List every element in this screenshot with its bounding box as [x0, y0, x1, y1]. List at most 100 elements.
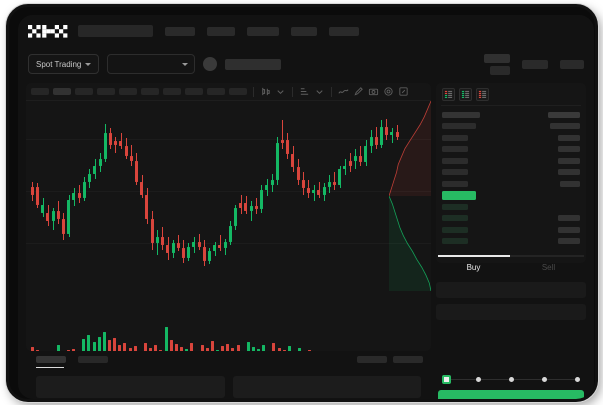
slider-step-1[interactable] [476, 377, 481, 382]
candle-body [260, 189, 264, 210]
pencil-icon[interactable] [353, 86, 364, 97]
timeframe-button-3[interactable] [97, 88, 115, 95]
candle-body [119, 141, 123, 147]
market-stat-3 [560, 59, 584, 69]
order-book-row[interactable] [442, 145, 580, 154]
submit-buy-button[interactable] [438, 390, 584, 399]
order-book-row[interactable] [442, 214, 580, 223]
candle-body [88, 173, 92, 182]
price-chart-panel[interactable] [26, 83, 431, 351]
volume-bar [215, 349, 219, 351]
tab-sell[interactable]: Sell [541, 263, 556, 272]
candle-body [395, 131, 399, 137]
orderbook-mode-bids-icon[interactable] [459, 88, 472, 101]
candle-body [192, 241, 196, 247]
timeframe-button-2[interactable] [75, 88, 93, 95]
candle-body [369, 136, 373, 147]
volume-bar [66, 350, 70, 351]
timeframe-button-7[interactable] [185, 88, 203, 95]
timeframe-button-6[interactable] [163, 88, 181, 95]
order-book-row[interactable] [442, 225, 580, 234]
order-book-price [442, 203, 468, 210]
candle-body [270, 180, 274, 186]
settings-gear-icon[interactable] [383, 86, 394, 97]
volume-bar [159, 349, 163, 351]
order-book-row[interactable] [442, 202, 580, 211]
volume-bar [231, 348, 235, 351]
indicators-icon[interactable] [299, 86, 310, 97]
chart-type-icon[interactable] [260, 86, 271, 97]
timeframe-button-4[interactable] [119, 88, 137, 95]
candle-body [374, 136, 378, 145]
volume-bar [179, 346, 183, 351]
price-input[interactable] [436, 282, 586, 298]
order-book-last-price-row[interactable] [442, 190, 580, 200]
order-book-panel[interactable] [436, 83, 586, 263]
okx-logo[interactable] [28, 24, 68, 38]
orderbook-mode-both-icon[interactable] [442, 88, 455, 101]
order-book-row[interactable] [442, 168, 580, 177]
orderbook-mode-asks-icon[interactable] [476, 88, 489, 101]
indicators-dropdown-icon[interactable] [314, 86, 325, 97]
chart-type-dropdown-icon[interactable] [275, 86, 286, 97]
candle-body [353, 155, 357, 161]
volume-bar [226, 344, 230, 351]
order-book-row[interactable] [442, 179, 580, 188]
volume-bar [102, 332, 106, 351]
volume-bar [154, 345, 158, 351]
timeframe-button-9[interactable] [229, 88, 247, 95]
timeframe-button-8[interactable] [207, 88, 225, 95]
order-book-row[interactable] [442, 237, 580, 246]
orders-panel-right[interactable] [232, 376, 421, 398]
timeframe-button-0[interactable] [31, 88, 49, 95]
nav-item-4[interactable] [329, 26, 359, 36]
order-book-row[interactable] [442, 156, 580, 165]
buy-sell-tabs: Buy Sell [436, 261, 586, 274]
timeframe-button-1[interactable] [53, 88, 71, 95]
orders-tab-history[interactable] [78, 356, 108, 363]
market-type-label: Spot Trading [36, 59, 82, 69]
orders-tab-open[interactable] [36, 356, 66, 368]
amount-input[interactable] [436, 304, 586, 320]
candle-body [145, 194, 149, 220]
gridline [26, 191, 431, 192]
orders-panel-left[interactable] [36, 376, 225, 398]
market-type-selector[interactable]: Spot Trading [28, 54, 100, 74]
order-book-row[interactable] [442, 133, 580, 142]
chart-plot-area[interactable] [26, 100, 431, 351]
candle-body [77, 193, 81, 199]
buy-sell-tab-track [438, 255, 584, 257]
slider-handle[interactable] [442, 375, 451, 384]
candle-body [218, 245, 222, 249]
candle-body [390, 131, 394, 135]
slider-step-4[interactable] [575, 377, 580, 382]
nav-item-0[interactable] [165, 26, 195, 36]
slider-step-2[interactable] [509, 377, 514, 382]
nav-item-2[interactable] [247, 26, 279, 36]
candle-body [108, 133, 112, 145]
order-book-header-row [442, 110, 580, 119]
orders-action-0[interactable] [357, 356, 387, 363]
timeframe-button-5[interactable] [141, 88, 159, 95]
candle-body [67, 199, 71, 234]
candle-body [385, 126, 389, 135]
trend-line-icon[interactable] [338, 86, 349, 97]
chevron-down-icon [182, 62, 189, 66]
nav-item-1[interactable] [207, 26, 235, 36]
trading-pair-selector[interactable] [107, 54, 196, 74]
order-book-price [442, 180, 468, 187]
slider-step-3[interactable] [542, 377, 547, 382]
candle-body [327, 181, 331, 187]
search-input[interactable] [78, 25, 153, 37]
camera-icon[interactable] [368, 86, 379, 97]
orders-action-1[interactable] [393, 356, 423, 363]
tab-buy[interactable]: Buy [466, 263, 481, 272]
order-book-row[interactable] [442, 122, 580, 131]
amount-slider[interactable] [442, 374, 584, 386]
orders-tab-label [78, 356, 108, 363]
fullscreen-icon[interactable] [398, 86, 409, 97]
order-book-amount [558, 169, 580, 175]
nav-item-3[interactable] [291, 26, 317, 36]
toolbar-divider [331, 86, 332, 97]
market-stat-1 [490, 65, 510, 75]
